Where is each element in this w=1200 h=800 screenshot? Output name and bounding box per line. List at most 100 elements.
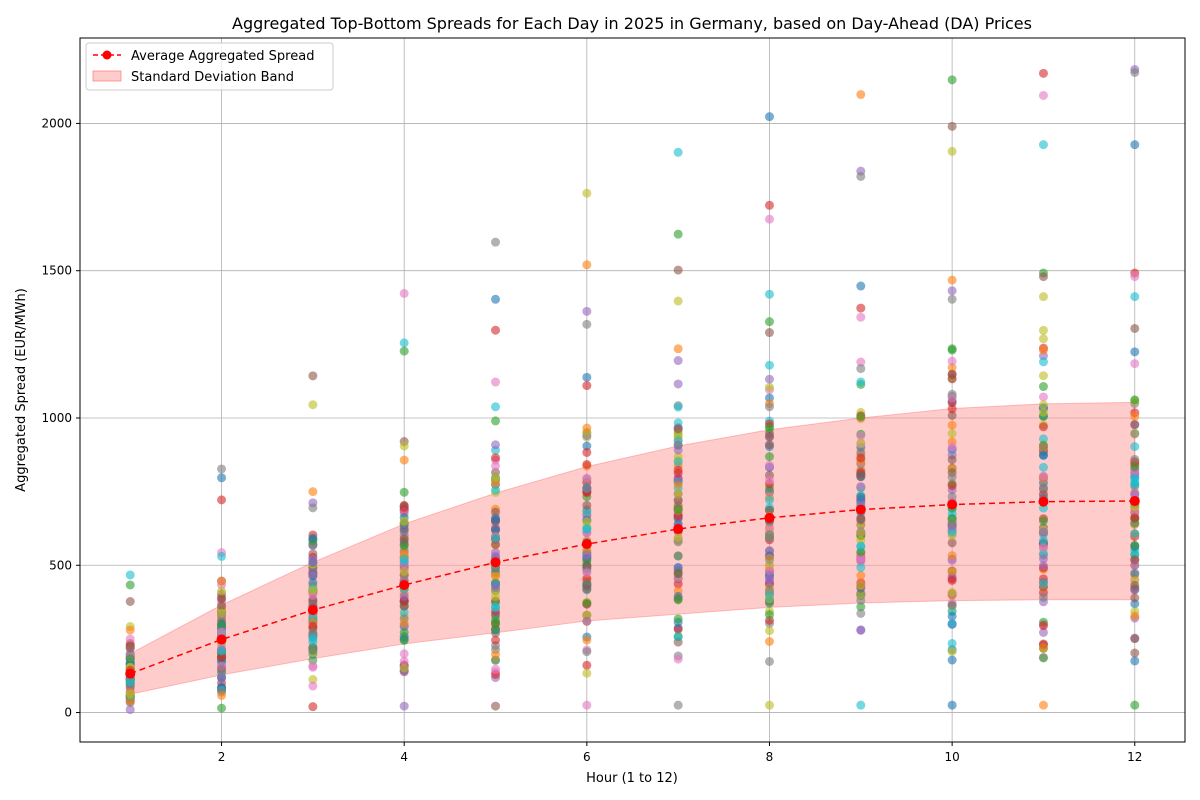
- scatter-point: [1130, 513, 1140, 523]
- scatter-point: [947, 618, 957, 628]
- average-line: [129, 500, 1135, 675]
- average-point: [307, 605, 318, 616]
- scatter-point: [399, 288, 409, 298]
- scatter-point: [1038, 443, 1048, 453]
- scatter-point: [582, 260, 592, 270]
- legend-band-swatch: [92, 70, 122, 82]
- legend: Average Aggregated Spread Standard Devia…: [85, 42, 334, 91]
- scatter-point: [582, 441, 592, 451]
- y-tick-label: 0: [64, 706, 72, 720]
- scatter-point: [399, 455, 409, 465]
- scatter-point: [764, 553, 774, 563]
- scatter-point: [764, 656, 774, 666]
- average-point: [1129, 496, 1140, 507]
- legend-box: [85, 42, 334, 91]
- y-tick-label: 2000: [41, 116, 72, 130]
- scatter-point: [947, 442, 957, 452]
- scatter-point: [1038, 272, 1048, 282]
- scatter-point: [947, 566, 957, 576]
- scatter-point: [491, 603, 501, 613]
- scatter-point: [764, 452, 774, 462]
- scatter-point: [856, 563, 866, 573]
- scatter-point: [673, 229, 683, 239]
- scatter-point: [1130, 359, 1140, 369]
- scatter-point: [399, 607, 409, 617]
- scatter-point: [947, 588, 957, 598]
- scatter-point: [947, 393, 957, 403]
- scatter-point: [582, 188, 592, 198]
- scatter-point: [491, 618, 501, 628]
- scatter-point: [1130, 454, 1140, 464]
- scatter-point: [673, 700, 683, 710]
- x-tick-label: 4: [400, 750, 408, 764]
- scatter-point: [217, 665, 227, 675]
- scatter-point: [491, 237, 501, 247]
- scatter-point: [673, 624, 683, 634]
- scatter-point: [491, 701, 501, 711]
- scatter-point: [947, 655, 957, 665]
- scatter-point: [1038, 527, 1048, 537]
- scatter-point: [673, 632, 683, 642]
- scatter-point: [217, 627, 227, 637]
- scatter-point: [399, 502, 409, 512]
- scatter-point: [856, 453, 866, 463]
- scatter-point: [856, 492, 866, 502]
- scatter-point: [764, 590, 774, 600]
- scatter-point: [764, 610, 774, 620]
- scatter-point: [217, 473, 227, 483]
- scatter-point: [856, 541, 866, 551]
- scatter-point: [582, 668, 592, 678]
- scatter-point: [764, 200, 774, 210]
- scatter-point: [856, 481, 866, 491]
- scatter-point: [856, 364, 866, 374]
- scatter-point: [491, 402, 501, 412]
- scatter-point: [856, 602, 866, 612]
- tick-labels: 2 4 6 8 10 12 0 500 1000 1500 2000: [41, 116, 1142, 764]
- scatter-point: [1038, 643, 1048, 653]
- scatter-point: [1038, 345, 1048, 355]
- scatter-point: [582, 598, 592, 608]
- scatter-point: [856, 90, 866, 100]
- scatter-point: [491, 515, 501, 525]
- scatter-point: [764, 360, 774, 370]
- scatter-point: [582, 550, 592, 560]
- x-axis-label: Hour (1 to 12): [586, 771, 678, 786]
- scatter-point: [125, 689, 135, 699]
- scatter-point: [491, 377, 501, 387]
- scatter-point: [1130, 568, 1140, 578]
- scatter-point: [947, 275, 957, 285]
- scatter-point: [1038, 489, 1048, 499]
- scatter-point: [582, 647, 592, 657]
- scatter-point: [308, 644, 318, 654]
- scatter-point: [1130, 442, 1140, 452]
- scatter-point: [399, 628, 409, 638]
- scatter-point: [582, 381, 592, 391]
- scatter-point: [399, 541, 409, 551]
- scatter-point: [856, 590, 866, 600]
- scatter-point: [491, 507, 501, 517]
- scatter-point: [1130, 272, 1140, 282]
- scatter-point: [856, 625, 866, 635]
- scatter-point: [947, 146, 957, 156]
- scatter-point: [947, 420, 957, 430]
- scatter-point: [125, 580, 135, 590]
- scatter-point: [582, 459, 592, 469]
- scatter-point: [582, 524, 592, 534]
- scatter-point: [1130, 323, 1140, 333]
- scatter-point: [308, 675, 318, 685]
- scatter-point: [125, 634, 135, 644]
- scatter-point: [491, 485, 501, 495]
- scatter-point: [1038, 90, 1048, 100]
- scatter-point: [308, 371, 318, 381]
- scatter-point: [217, 551, 227, 561]
- scatter-point: [1038, 561, 1048, 571]
- scatter-point: [1130, 395, 1140, 405]
- scatter-point: [1130, 476, 1140, 486]
- scatter-point: [399, 534, 409, 544]
- x-tick-label: 6: [583, 750, 591, 764]
- scatter-point: [764, 700, 774, 710]
- scatter-point: [125, 654, 135, 664]
- scatter-point: [582, 319, 592, 329]
- scatter-point: [1038, 554, 1048, 564]
- axes: [76, 37, 1186, 746]
